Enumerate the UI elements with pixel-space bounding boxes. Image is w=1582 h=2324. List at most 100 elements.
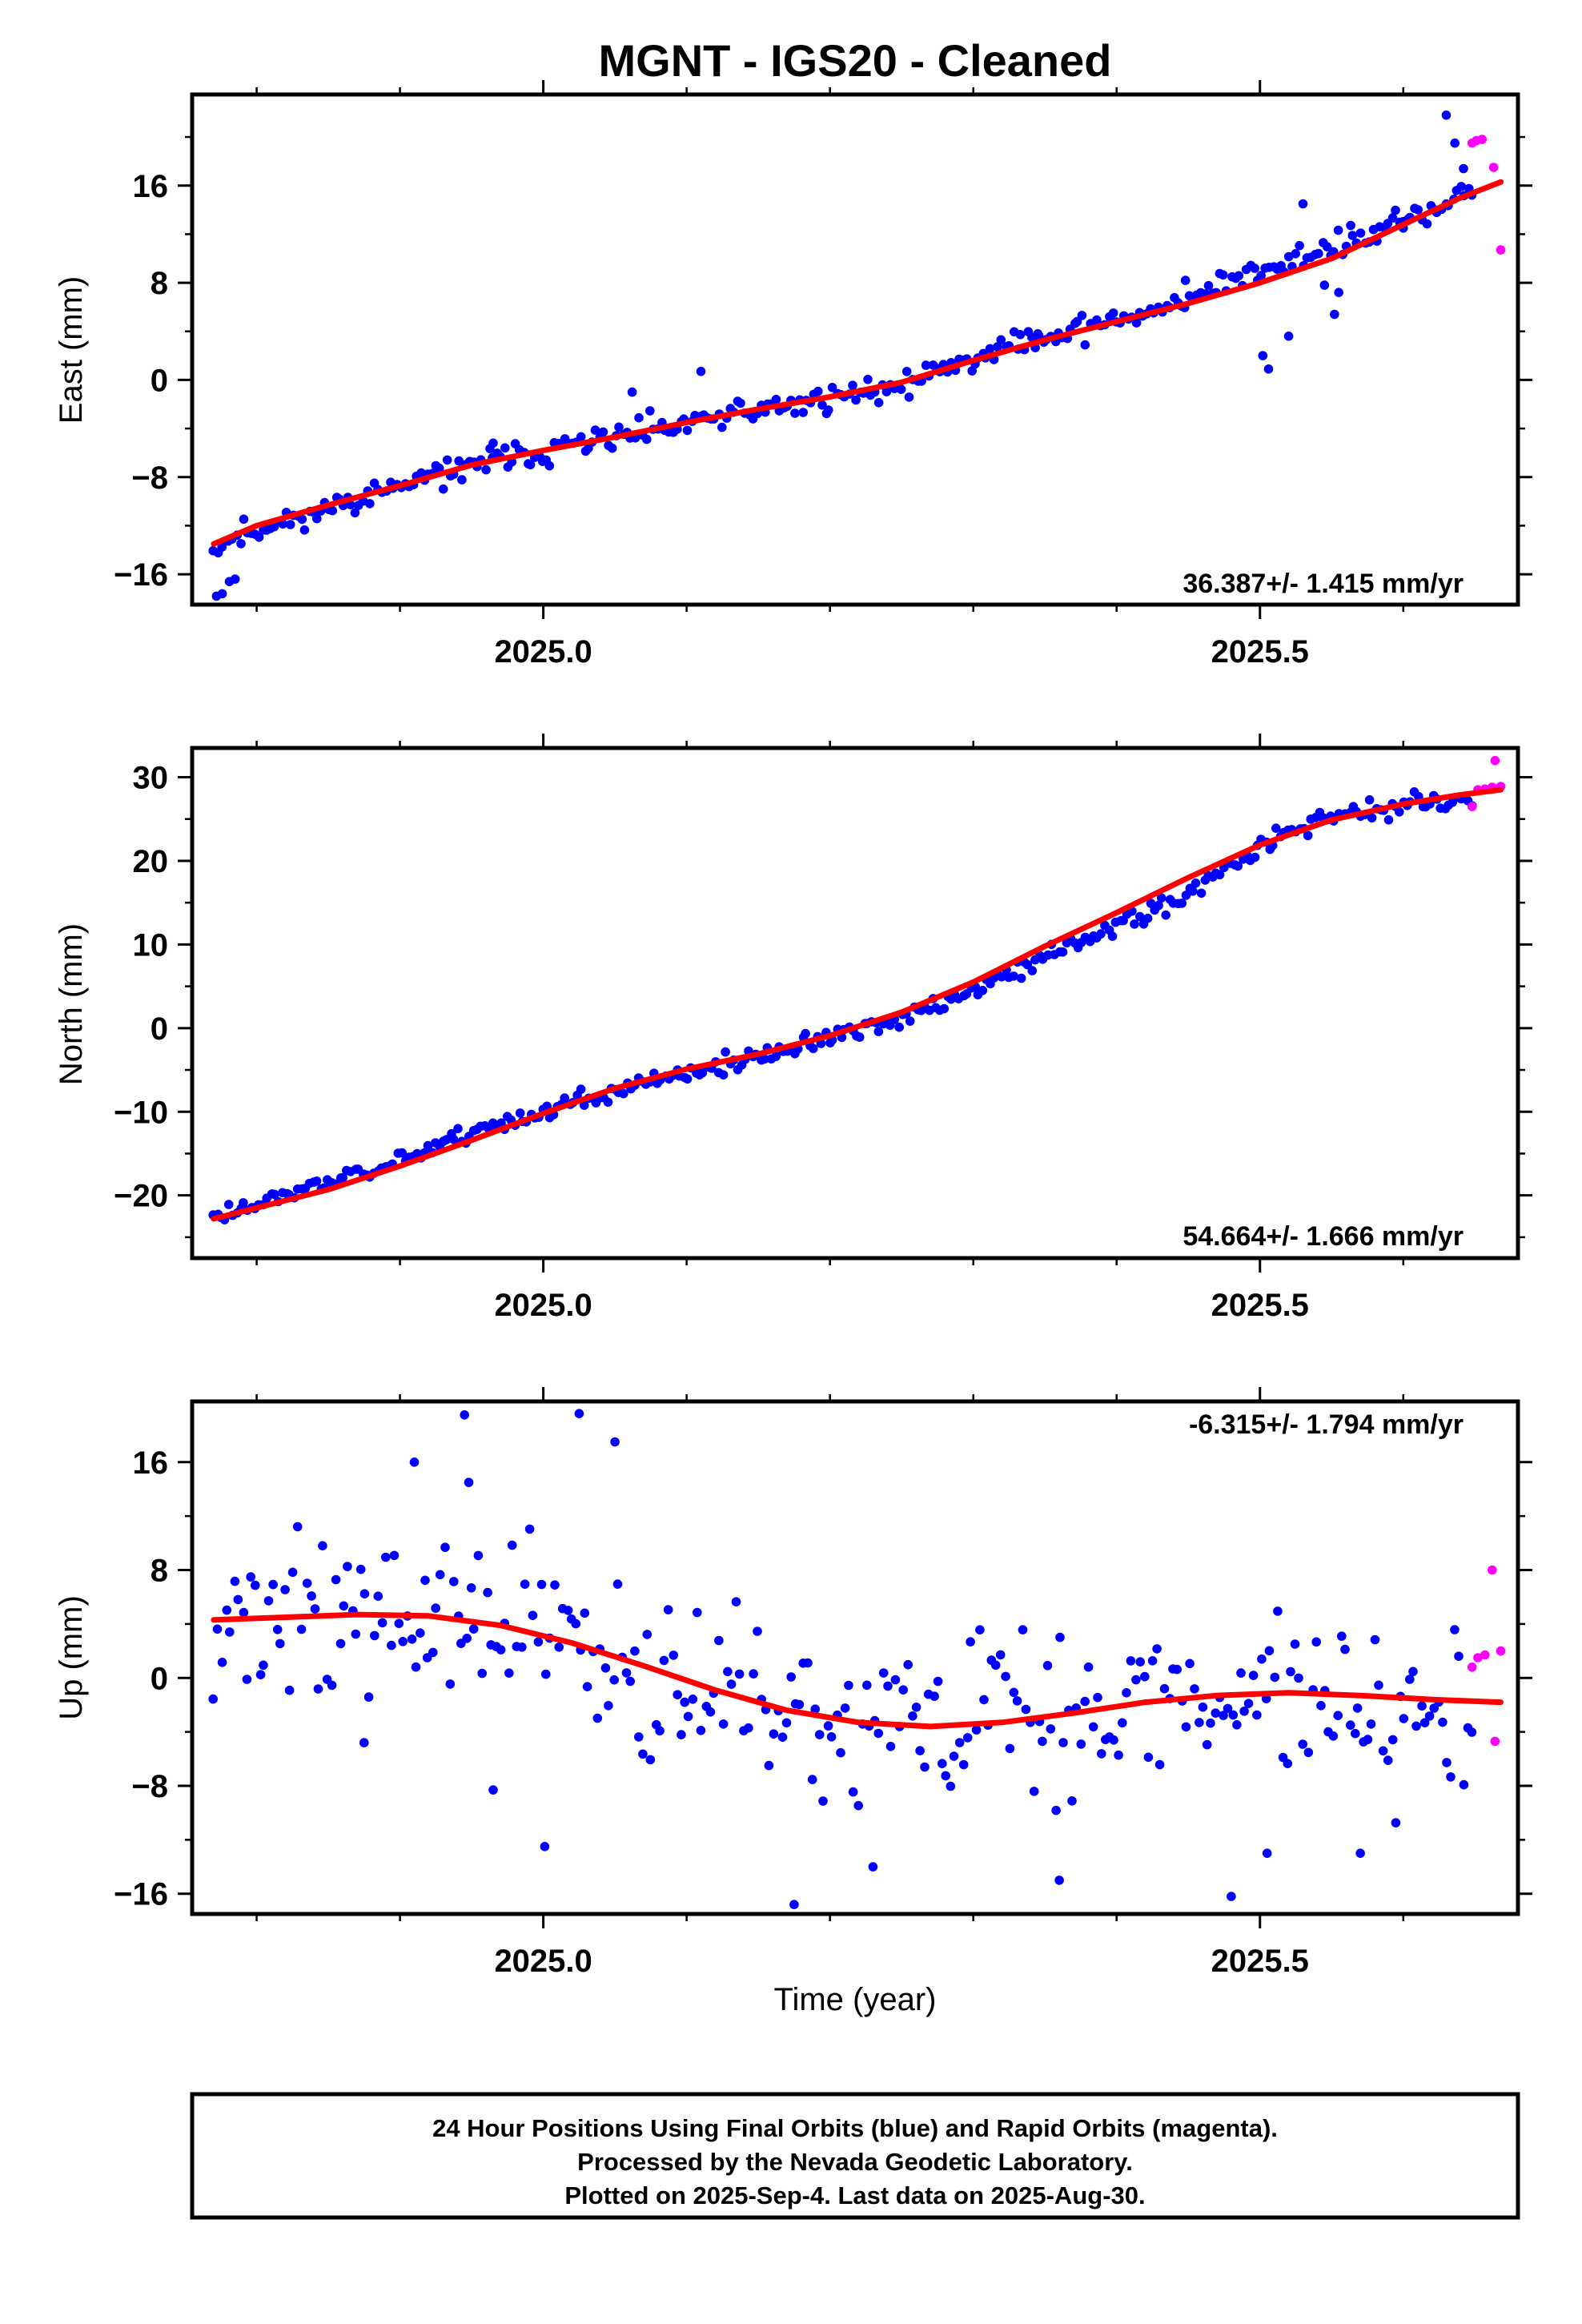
- east-final-point: [1033, 329, 1043, 339]
- up-final-point: [339, 1601, 349, 1611]
- north-final-point: [905, 1016, 915, 1026]
- east-final-point: [614, 422, 624, 432]
- up-final-point: [217, 1658, 227, 1667]
- up-final-point: [1391, 1818, 1401, 1827]
- up-final-point: [1311, 1637, 1321, 1647]
- up-final-point: [1140, 1671, 1150, 1682]
- east-ytick-label: −16: [114, 557, 168, 593]
- footer-line-3: Plotted on 2025-Sep-4. Last data on 2025…: [564, 2181, 1145, 2209]
- up-final-point: [659, 1655, 669, 1666]
- up-final-point: [645, 1755, 656, 1765]
- east-final-point: [230, 574, 240, 584]
- north-final-point: [1107, 931, 1118, 941]
- up-final-point: [1223, 1703, 1233, 1714]
- up-final-point: [225, 1627, 235, 1637]
- up-final-point: [464, 1478, 474, 1487]
- up-panel: Up (mm) −16 −8 0 8 16 2025.0 2025.5 -6.315+/- 1…: [54, 1387, 1532, 1979]
- up-final-point: [280, 1585, 290, 1594]
- up-final-point: [496, 1645, 506, 1655]
- up-final-point: [359, 1738, 369, 1747]
- up-final-point: [1450, 1625, 1460, 1634]
- up-final-point: [468, 1624, 479, 1634]
- north-final-point: [854, 1032, 865, 1042]
- up-xtick-label: 2025.0: [494, 1944, 592, 1979]
- up-final-point: [1243, 1699, 1254, 1708]
- up-final-point: [1185, 1659, 1195, 1669]
- up-final-point: [714, 1635, 724, 1646]
- north-final-point: [1383, 815, 1394, 825]
- east-final-point: [1080, 340, 1090, 350]
- up-final-point: [723, 1667, 733, 1677]
- east-rapid-point: [1488, 163, 1499, 172]
- east-final-point: [598, 427, 608, 437]
- up-final-point: [428, 1647, 438, 1658]
- north-final-point: [311, 1176, 322, 1186]
- up-final-point: [1438, 1717, 1447, 1727]
- up-final-point: [749, 1669, 758, 1679]
- east-final-point: [544, 460, 555, 471]
- up-final-point: [1419, 1718, 1430, 1727]
- east-final-point: [863, 375, 873, 384]
- up-final-point: [477, 1668, 487, 1679]
- up-final-point: [1370, 1634, 1380, 1645]
- up-final-point: [705, 1707, 716, 1717]
- up-final-point: [630, 1646, 640, 1656]
- up-final-point: [683, 1711, 693, 1722]
- up-final-point: [853, 1800, 863, 1811]
- east-final-point: [901, 367, 912, 376]
- up-final-point: [1363, 1735, 1373, 1744]
- up-final-point: [409, 1458, 420, 1467]
- east-final-point: [1234, 271, 1244, 281]
- up-final-point: [807, 1775, 817, 1784]
- east-final-point: [921, 360, 931, 370]
- east-final-point: [1295, 240, 1304, 251]
- north-final-point: [1191, 879, 1201, 888]
- east-final-point: [1283, 332, 1294, 341]
- up-final-point: [327, 1680, 337, 1691]
- up-rapid-point: [1496, 1646, 1506, 1656]
- up-final-point: [387, 1640, 396, 1651]
- up-final-point: [814, 1730, 825, 1739]
- north-final-point: [1181, 891, 1191, 900]
- east-final-point: [985, 344, 995, 354]
- north-final-point: [721, 1047, 730, 1057]
- up-final-point: [1051, 1805, 1061, 1815]
- up-final-point: [1340, 1644, 1350, 1655]
- up-final-point: [363, 1692, 374, 1702]
- up-final-point: [612, 1579, 623, 1589]
- up-final-point: [504, 1668, 514, 1678]
- up-final-point: [1405, 1675, 1415, 1684]
- up-final-point: [621, 1668, 632, 1678]
- north-final-point: [939, 1003, 950, 1014]
- up-final-point: [1298, 1739, 1307, 1749]
- up-final-point: [1114, 1750, 1123, 1760]
- up-final-point: [318, 1541, 327, 1550]
- east-final-point: [790, 408, 800, 418]
- up-final-point: [1346, 1720, 1355, 1730]
- east-final-point: [525, 460, 536, 470]
- up-final-point: [890, 1675, 901, 1685]
- east-final-point: [434, 463, 444, 473]
- up-xtick-label: 2025.5: [1211, 1944, 1309, 1979]
- east-final-point: [1459, 163, 1468, 174]
- up-final-point: [1122, 1688, 1131, 1698]
- up-final-point: [883, 1681, 893, 1691]
- east-final-point: [576, 432, 586, 442]
- up-final-point: [355, 1564, 366, 1574]
- up-final-point: [1131, 1675, 1141, 1685]
- up-final-point: [1467, 1727, 1477, 1737]
- east-final-point: [1334, 287, 1343, 298]
- up-final-point: [1206, 1718, 1215, 1728]
- up-final-point: [638, 1749, 648, 1759]
- up-final-point: [381, 1552, 391, 1562]
- up-final-point: [818, 1796, 828, 1806]
- up-final-point: [693, 1607, 702, 1618]
- north-final-point: [1135, 911, 1145, 922]
- up-final-point: [1001, 1671, 1010, 1682]
- up-final-point: [1147, 1656, 1158, 1666]
- up-final-point: [726, 1679, 737, 1689]
- up-final-point: [696, 1726, 706, 1735]
- east-xtick-label: 2025.5: [1211, 634, 1309, 669]
- up-final-point: [1294, 1673, 1303, 1683]
- up-final-point: [420, 1575, 430, 1586]
